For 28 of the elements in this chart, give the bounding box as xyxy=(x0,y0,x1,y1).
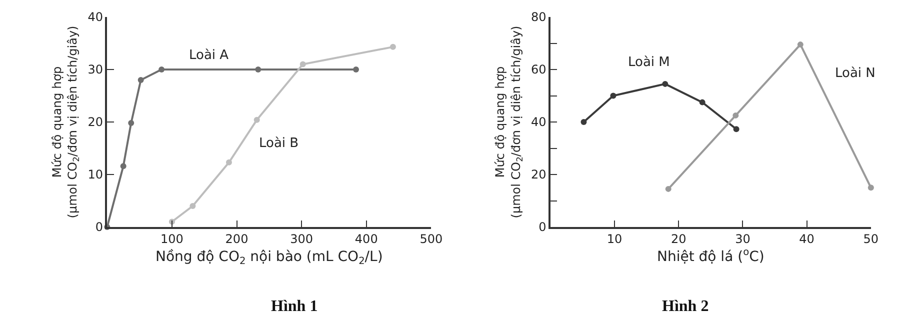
y-tick-label: 30 xyxy=(88,62,103,77)
x-tick-label: 100 xyxy=(160,232,184,246)
y-tick-label: 40 xyxy=(530,115,546,130)
text: Hình 2 xyxy=(662,298,709,315)
y-tick-label: 0 xyxy=(538,220,546,234)
y-tick-label: 20 xyxy=(530,168,546,182)
x-tick-label: 10 xyxy=(606,232,622,246)
x-axis-title: Nồng độ CO$_{2}$ nội bào (mL CO$_{2}$/L) xyxy=(156,248,383,267)
x-tick-label: 400 xyxy=(354,232,378,246)
y-tick-label: 40 xyxy=(88,10,103,24)
x-tick-label: 200 xyxy=(225,232,248,246)
y-tick-label: 20 xyxy=(88,115,103,130)
series-label: Loài B xyxy=(259,136,299,151)
x-axis-title: Nhiệt độ lá ($^{o}$C) xyxy=(656,247,764,265)
series-label: Loài N xyxy=(835,66,876,81)
y-tick-label: 80 xyxy=(530,10,546,24)
x-tick-label: 30 xyxy=(735,232,750,246)
y-tick-label: 0 xyxy=(95,220,103,234)
x-tick-label: 300 xyxy=(290,232,314,246)
text: Hình 1 xyxy=(271,298,318,315)
x-tick-label: 40 xyxy=(799,232,814,246)
y-tick-label: 60 xyxy=(530,62,546,77)
x-tick-label: 50 xyxy=(863,232,879,246)
series-label: Loài M xyxy=(628,55,670,70)
x-tick-label: 20 xyxy=(670,232,686,246)
y-tick-label: 10 xyxy=(88,168,103,182)
x-tick-label: 500 xyxy=(420,232,443,246)
series-label: Loài A xyxy=(189,48,229,63)
